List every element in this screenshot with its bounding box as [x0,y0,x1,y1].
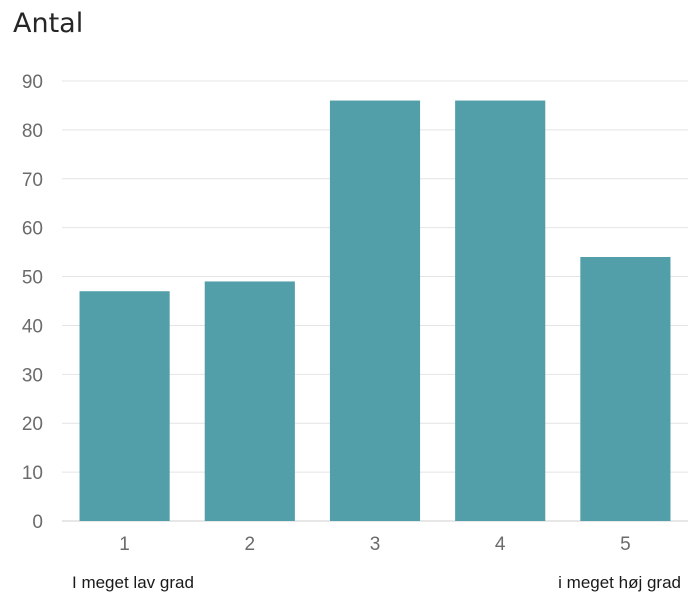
y-axis-ticks: 0 10 20 30 40 50 60 70 80 90 [22,72,43,533]
x-tick-label: 4 [495,534,506,555]
y-tick-label: 0 [32,512,43,533]
x-axis-ticks: 1 2 3 4 5 [119,534,630,555]
y-tick-label: 60 [22,219,43,240]
y-tick-label: 10 [22,463,43,484]
y-tick-label: 90 [22,72,43,93]
scale-low-label: I meget lav grad [72,573,194,592]
y-tick-label: 20 [22,414,43,435]
y-tick-label: 70 [22,170,43,191]
x-tick-label: 3 [370,534,381,555]
y-tick-label: 50 [22,268,43,289]
bar-1 [79,291,170,521]
y-tick-label: 80 [22,121,43,142]
scale-high-label: i meget høj grad [558,573,681,592]
x-tick-label: 2 [245,534,256,555]
y-tick-label: 30 [22,365,43,386]
x-tick-label: 5 [620,534,631,555]
bar-5 [580,257,671,521]
x-tick-label: 1 [119,534,130,555]
bar-4 [455,100,546,522]
bars [79,100,671,522]
chart-title: Antal [13,8,84,39]
bar-2 [204,281,295,521]
y-tick-label: 40 [22,316,43,337]
bar-3 [329,100,421,522]
